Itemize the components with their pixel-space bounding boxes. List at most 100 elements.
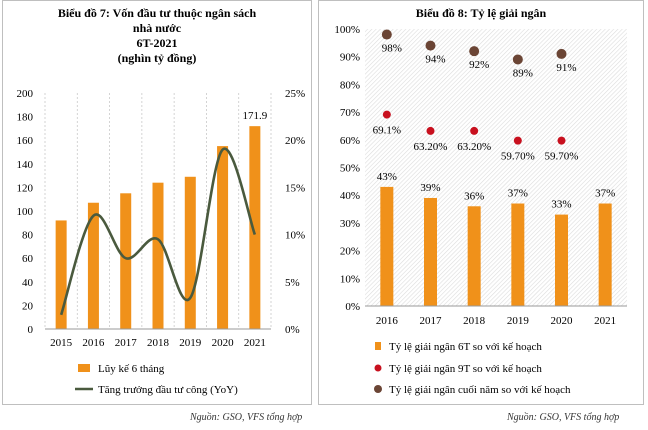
y-tick-label: 70%	[340, 107, 360, 119]
legend-label-bar: Tỷ lệ giải ngân 6T so với kế hoạch	[389, 341, 542, 353]
bar-2019	[511, 203, 525, 306]
y-left-tick-label: 0	[28, 324, 34, 336]
bar-data-label: 37%	[595, 188, 615, 200]
bar-2018	[467, 206, 481, 306]
bar-2017	[424, 197, 437, 306]
y-left-tick-label: 200	[17, 88, 34, 100]
bar-data-label: 33%	[551, 199, 571, 211]
bar-2020	[217, 146, 229, 329]
point-9t-label: 59.70%	[545, 151, 579, 163]
y-right-tick-label: 15%	[285, 182, 305, 194]
chart-title-line: (nghìn tỷ đồng)	[118, 51, 197, 65]
bar-data-label: 36%	[464, 190, 484, 202]
bar-2019	[184, 176, 196, 329]
y-left-tick-label: 100	[17, 206, 34, 218]
source-note-left: Nguồn: GSO, VFS tổng hợp	[190, 412, 303, 423]
y-right-tick-label: 25%	[285, 88, 305, 100]
x-tick-label: 2017	[115, 337, 138, 349]
y-left-tick-label: 160	[17, 135, 34, 147]
point-year-end-2018	[469, 46, 480, 57]
x-tick-label: 2021	[244, 337, 266, 349]
point-9t-label: 63.20%	[414, 141, 448, 153]
point-9t-2017	[426, 126, 435, 135]
y-tick-label: 10%	[340, 273, 360, 285]
bar-data-label: 37%	[508, 188, 528, 200]
y-tick-label: 0%	[345, 301, 360, 313]
plot-background	[365, 29, 627, 306]
chart-title-line: Biểu đồ 7: Vốn đầu tư thuộc ngân sách	[58, 6, 257, 20]
x-tick-label: 2019	[179, 337, 202, 349]
bar-2021	[598, 203, 612, 306]
legend-swatch-9t	[374, 364, 382, 372]
x-tick-label: 2016	[82, 337, 105, 349]
point-9t-label: 69.1%	[373, 125, 401, 137]
chart-panel-state-budget-investment: Biểu đồ 7: Vốn đầu tư thuộc ngân sách nhà…	[2, 0, 312, 405]
y-left-tick-label: 120	[17, 182, 34, 194]
bar-2018	[152, 182, 164, 329]
bar-series: 43% 39% 36% 37% 33% 37%	[377, 171, 615, 306]
legend-swatch-bar	[375, 342, 381, 350]
point-9t-2018	[470, 126, 479, 135]
point-year-end-2017	[425, 40, 436, 51]
y-tick-label: 40%	[340, 190, 360, 202]
y-right-tick-label: 10%	[285, 230, 305, 242]
chart-title: Biểu đồ 7: Vốn đầu tư thuộc ngân sáchnhà…	[58, 6, 257, 65]
x-tick-label: 2018	[463, 315, 486, 327]
y-tick-label: 50%	[340, 163, 360, 175]
point-9t-2019	[513, 136, 522, 145]
point-year-end-label: 91%	[556, 62, 576, 74]
bar-2016	[87, 202, 99, 329]
y-tick-label: 80%	[340, 79, 360, 91]
line-series	[59, 147, 257, 316]
bar-2015	[55, 220, 67, 329]
y-right-tick-label: 5%	[285, 277, 300, 289]
y-right-tick-label: 0%	[285, 324, 300, 336]
chart-title: Biểu đồ 8: Tỷ lệ giải ngân	[416, 6, 547, 20]
bar-series: 171.9	[55, 110, 268, 330]
x-tick-label: 2020	[212, 337, 235, 349]
y-left-tick-label: 180	[17, 112, 34, 124]
chart-legend: Lũy kế 6 tháng Tăng trưởng đầu tư công (Y…	[75, 363, 238, 396]
legend-label-9t: Tỷ lệ giải ngân 9T so với kế hoạch	[389, 363, 542, 375]
bar-data-label: 43%	[377, 171, 397, 183]
point-year-end-2019	[512, 54, 523, 65]
x-tick-label: 2018	[147, 337, 170, 349]
x-tick-label: 2016	[376, 315, 399, 327]
y-tick-label: 30%	[340, 218, 360, 230]
x-tick-label: 2021	[594, 315, 616, 327]
point-year-end-label: 92%	[469, 59, 489, 71]
y-left-tick-label: 140	[17, 159, 34, 171]
y-left-tick-label: 60	[22, 253, 34, 265]
y-left-tick-label: 40	[22, 277, 34, 289]
bar-data-label: 39%	[420, 182, 440, 194]
point-9t-2016	[382, 110, 391, 119]
chart-grid	[44, 93, 272, 329]
y-tick-label: 100%	[334, 24, 360, 36]
y-tick-label: 90%	[340, 52, 360, 64]
point-year-end-2020	[556, 48, 567, 59]
legend-label-year-end: Tỷ lệ giải ngân cuối năm so với kế hoạch	[389, 384, 571, 396]
point-9t-label: 63.20%	[457, 141, 491, 153]
x-tick-label: 2020	[551, 315, 574, 327]
bar-data-label: 171.9	[242, 110, 267, 122]
x-tick-label: 2017	[420, 315, 443, 327]
y-left-tick-label: 20	[22, 300, 34, 312]
chart-svg-investment: Biểu đồ 7: Vốn đầu tư thuộc ngân sáchnhà…	[17, 6, 306, 396]
legend-swatch-bar	[78, 364, 90, 372]
bar-2021	[249, 126, 261, 330]
chart-plot-area	[365, 29, 627, 306]
bar-2020	[555, 214, 568, 306]
y-right-tick-label: 20%	[285, 135, 305, 147]
growth-line	[59, 147, 257, 316]
chart-legend: Tỷ lệ giải ngân 6T so với kế hoạch Tỷ lệ …	[374, 341, 571, 396]
chart-axes: 0 20 40 60 80 100 120 140 160 180 200 0% 5% 10% 15% 20%…	[17, 88, 306, 349]
chart-panel-disbursement-rate: Biểu đồ 8: Tỷ lệ giải ngân 43% 39% 36% 37% 3…	[318, 0, 644, 405]
legend-swatch-year-end	[374, 385, 382, 393]
legend-label-line: Tăng trưởng đầu tư công (YoY)	[98, 384, 238, 396]
y-tick-label: 60%	[340, 135, 360, 147]
point-year-end-label: 94%	[425, 54, 445, 66]
y-left-tick-label: 80	[22, 230, 34, 242]
x-tick-label: 2015	[50, 337, 73, 349]
point-9t-2020	[557, 136, 566, 145]
chart-title-line: 6T-2021	[137, 36, 178, 50]
